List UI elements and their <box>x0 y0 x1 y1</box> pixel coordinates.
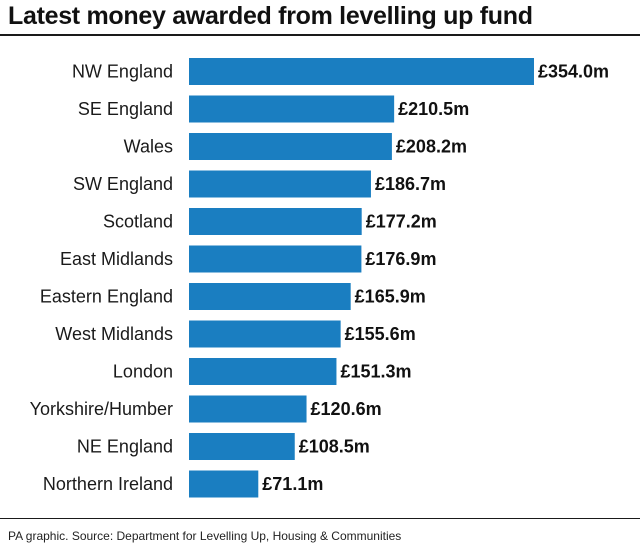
category-label: NE England <box>77 437 173 457</box>
value-label: £176.9m <box>365 249 436 269</box>
value-label: £108.5m <box>299 437 370 457</box>
value-label: £354.0m <box>538 62 609 82</box>
category-label: London <box>113 362 173 382</box>
bar-chart: NW England £354.0m SE England £210.5m Wales £… <box>30 58 609 498</box>
category-label: Wales <box>124 137 173 157</box>
bar <box>189 208 362 235</box>
value-label: £155.6m <box>345 324 416 344</box>
chart-title: Latest money awarded from levelling up f… <box>8 2 533 30</box>
source-divider <box>0 518 640 519</box>
category-label: East Midlands <box>60 249 173 269</box>
bars-layer: NW England £354.0m SE England £210.5m Wales £… <box>30 58 609 498</box>
value-label: £151.3m <box>340 362 411 382</box>
category-label: Scotland <box>103 212 173 232</box>
bar <box>189 433 295 460</box>
category-label: NW England <box>72 62 173 82</box>
category-label: Yorkshire/Humber <box>30 399 173 419</box>
bar <box>189 58 534 85</box>
bar <box>189 95 395 123</box>
category-label: West Midlands <box>55 324 173 344</box>
bar <box>189 133 392 160</box>
value-label: £177.2m <box>366 212 437 232</box>
category-label: SW England <box>73 174 173 194</box>
bar <box>189 358 337 385</box>
category-label: SE England <box>78 99 173 119</box>
value-label: £165.9m <box>355 287 426 307</box>
value-label: £120.6m <box>311 399 382 419</box>
value-label: £71.1m <box>262 474 323 494</box>
source-note: PA graphic. Source: Department for Level… <box>8 529 402 543</box>
bar <box>189 395 307 423</box>
bar <box>189 470 259 498</box>
value-label: £208.2m <box>396 137 467 157</box>
category-label: Eastern England <box>40 287 173 307</box>
value-label: £186.7m <box>375 174 446 194</box>
value-label: £210.5m <box>398 99 469 119</box>
bar <box>189 320 341 348</box>
title-divider <box>0 34 640 36</box>
bar <box>189 170 371 198</box>
category-label: Northern Ireland <box>43 474 173 494</box>
bar <box>189 283 351 310</box>
bar <box>189 245 362 273</box>
